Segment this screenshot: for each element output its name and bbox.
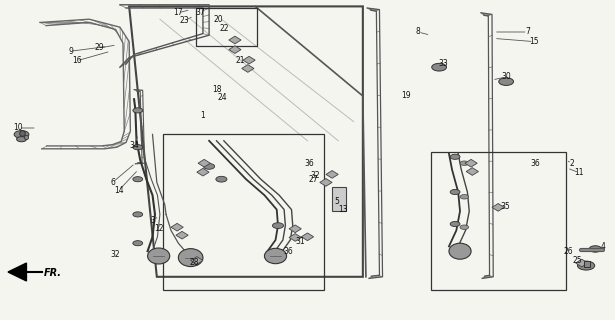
Circle shape (133, 145, 143, 150)
Text: 19: 19 (401, 92, 411, 100)
Polygon shape (466, 168, 478, 175)
Text: 30: 30 (502, 72, 512, 81)
Text: 9: 9 (68, 47, 73, 56)
Text: 13: 13 (338, 205, 348, 214)
Polygon shape (492, 204, 504, 211)
Text: 33: 33 (438, 60, 448, 68)
Text: 36: 36 (304, 159, 314, 168)
Circle shape (450, 154, 460, 159)
Text: 8: 8 (416, 28, 421, 36)
Circle shape (589, 246, 601, 252)
Text: 2: 2 (569, 159, 574, 168)
Text: 5: 5 (335, 197, 339, 206)
Polygon shape (576, 259, 588, 267)
Ellipse shape (178, 249, 203, 267)
Bar (332, 187, 346, 211)
Text: 29: 29 (95, 44, 105, 52)
Text: 25: 25 (572, 256, 582, 265)
Bar (430, 152, 566, 290)
Polygon shape (176, 231, 188, 239)
Polygon shape (198, 159, 210, 167)
Polygon shape (465, 159, 477, 167)
Text: 27: 27 (309, 175, 319, 184)
Bar (196, 8, 257, 46)
Polygon shape (171, 223, 183, 231)
Text: 17: 17 (173, 8, 183, 17)
Text: 35: 35 (501, 202, 510, 211)
Text: 6: 6 (110, 178, 115, 187)
Circle shape (133, 108, 143, 113)
Circle shape (272, 223, 284, 228)
Polygon shape (242, 65, 254, 72)
Text: 32: 32 (111, 250, 121, 259)
Text: FR.: FR. (44, 268, 62, 278)
Polygon shape (320, 179, 332, 186)
Polygon shape (197, 168, 209, 176)
Polygon shape (289, 225, 301, 233)
Circle shape (17, 137, 26, 142)
Circle shape (460, 161, 469, 165)
Circle shape (14, 131, 29, 138)
Circle shape (133, 177, 143, 182)
Polygon shape (301, 233, 314, 241)
Bar (163, 134, 324, 290)
Text: 36: 36 (283, 247, 293, 256)
Polygon shape (243, 56, 255, 64)
Circle shape (216, 176, 227, 182)
Circle shape (460, 225, 469, 229)
Polygon shape (229, 46, 241, 53)
Ellipse shape (148, 248, 170, 264)
Circle shape (450, 189, 460, 195)
Text: 12: 12 (154, 224, 164, 233)
Text: 21: 21 (235, 56, 245, 65)
Text: 31: 31 (295, 237, 305, 246)
Circle shape (133, 212, 143, 217)
Polygon shape (191, 257, 203, 264)
Text: 14: 14 (114, 186, 124, 195)
Polygon shape (289, 234, 301, 241)
Text: 10: 10 (14, 124, 23, 132)
Text: 18: 18 (212, 85, 221, 94)
Ellipse shape (264, 248, 287, 264)
Polygon shape (326, 171, 338, 178)
Text: 24: 24 (218, 93, 228, 102)
Text: 32: 32 (310, 172, 320, 180)
Text: 7: 7 (525, 28, 530, 36)
Text: 26: 26 (563, 247, 573, 256)
Polygon shape (8, 263, 26, 281)
Text: 11: 11 (574, 168, 584, 177)
Circle shape (133, 241, 143, 246)
Text: 1: 1 (200, 111, 205, 120)
Circle shape (577, 261, 595, 270)
Text: 22: 22 (220, 24, 229, 33)
Text: 34: 34 (129, 141, 139, 150)
Text: 36: 36 (530, 159, 540, 168)
Text: 28: 28 (189, 258, 199, 267)
Circle shape (432, 63, 446, 71)
Polygon shape (229, 36, 241, 44)
Text: 3: 3 (150, 216, 155, 225)
Text: 20: 20 (213, 15, 223, 24)
Circle shape (204, 164, 215, 169)
Text: 23: 23 (180, 16, 189, 25)
Text: 15: 15 (529, 37, 539, 46)
Text: 16: 16 (72, 56, 82, 65)
Ellipse shape (449, 243, 471, 259)
Text: 37: 37 (196, 8, 205, 17)
Text: 4: 4 (600, 242, 605, 251)
Circle shape (460, 195, 469, 199)
Circle shape (499, 78, 514, 85)
Circle shape (450, 221, 460, 227)
